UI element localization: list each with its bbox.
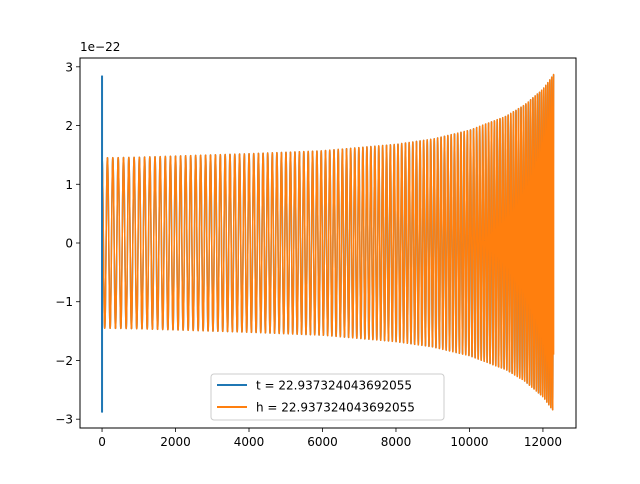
- x-tick-label: 6000: [307, 435, 338, 449]
- x-tick-label: 2000: [160, 435, 191, 449]
- y-offset-label: 1e−22: [80, 40, 120, 54]
- y-tick-label: −3: [55, 413, 73, 427]
- y-tick-label: 3: [65, 60, 73, 74]
- x-tick-label: 4000: [234, 435, 265, 449]
- legend: t = 22.937324043692055 h = 22.9373240436…: [210, 373, 445, 421]
- series-line-h: [101, 73, 555, 411]
- x-tick-label: 10000: [450, 435, 488, 449]
- plot-area: [101, 73, 555, 413]
- legend-label-t: t = 22.937324043692055: [256, 379, 412, 393]
- x-axis: 0 2000 4000 6000 8000 10000 12000: [98, 428, 562, 449]
- y-axis: −3 −2 −1 0 1 2 3: [55, 60, 80, 427]
- y-tick-label: 1: [65, 178, 73, 192]
- legend-box: [210, 373, 445, 421]
- y-tick-label: −1: [55, 295, 73, 309]
- y-tick-label: −2: [55, 354, 73, 368]
- y-tick-label: 2: [65, 119, 73, 133]
- x-tick-label: 0: [98, 435, 106, 449]
- x-tick-label: 8000: [381, 435, 412, 449]
- y-tick-label: 0: [65, 237, 73, 251]
- x-tick-label: 12000: [524, 435, 562, 449]
- legend-label-h: h = 22.937324043692055: [256, 401, 415, 415]
